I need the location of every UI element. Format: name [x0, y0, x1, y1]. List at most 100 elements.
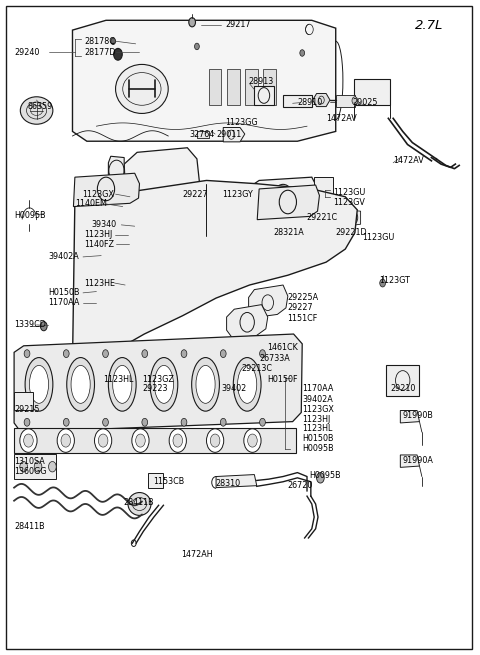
Polygon shape	[142, 221, 154, 231]
Text: 29210: 29210	[391, 384, 416, 394]
Circle shape	[57, 429, 74, 453]
Polygon shape	[72, 20, 336, 141]
Text: 1123GZ: 1123GZ	[142, 375, 174, 384]
Circle shape	[61, 434, 71, 447]
Bar	[245, 69, 258, 105]
Text: 1472AV: 1472AV	[326, 114, 357, 123]
Circle shape	[150, 175, 154, 180]
Text: 26720: 26720	[287, 481, 312, 490]
Text: 1170AA: 1170AA	[48, 298, 80, 307]
Text: 29213C: 29213C	[241, 364, 272, 373]
Circle shape	[111, 38, 116, 45]
Polygon shape	[216, 475, 257, 487]
Circle shape	[63, 419, 69, 426]
Text: 1310SA: 1310SA	[14, 457, 45, 466]
Polygon shape	[254, 86, 274, 105]
Text: 28411B: 28411B	[123, 498, 154, 506]
Ellipse shape	[67, 358, 95, 411]
Text: 1123GG: 1123GG	[226, 118, 258, 127]
Ellipse shape	[238, 365, 257, 403]
Polygon shape	[400, 411, 420, 423]
Circle shape	[140, 232, 144, 237]
Text: 1339CD: 1339CD	[14, 320, 46, 329]
Circle shape	[203, 231, 210, 241]
Text: 1123GX: 1123GX	[302, 405, 334, 414]
Text: 29215: 29215	[14, 405, 39, 415]
Bar	[209, 69, 221, 105]
Polygon shape	[227, 342, 257, 373]
Polygon shape	[259, 219, 298, 250]
Polygon shape	[108, 157, 124, 183]
Text: 32764: 32764	[190, 130, 215, 138]
Circle shape	[220, 419, 226, 426]
Text: 28910: 28910	[298, 98, 323, 107]
Text: 29025: 29025	[352, 98, 378, 107]
Text: 28310: 28310	[215, 479, 240, 488]
Text: 29227: 29227	[287, 303, 312, 312]
Circle shape	[63, 350, 69, 358]
Polygon shape	[251, 177, 317, 220]
Circle shape	[248, 434, 257, 447]
Circle shape	[150, 200, 154, 206]
Circle shape	[142, 419, 148, 426]
Ellipse shape	[233, 358, 261, 411]
Text: 1123HJ: 1123HJ	[84, 230, 113, 239]
Ellipse shape	[113, 365, 132, 403]
Circle shape	[20, 462, 27, 472]
Polygon shape	[314, 206, 350, 246]
Text: 1123HL: 1123HL	[302, 424, 333, 434]
Bar	[354, 79, 390, 105]
Circle shape	[145, 207, 149, 212]
Text: 29217: 29217	[226, 20, 251, 29]
Circle shape	[138, 241, 142, 246]
Text: 1170AA: 1170AA	[302, 384, 334, 394]
Text: 39402A: 39402A	[302, 395, 333, 404]
Circle shape	[220, 350, 226, 358]
Text: 1123GU: 1123GU	[333, 189, 366, 197]
Ellipse shape	[196, 365, 215, 403]
Text: 1123HJ: 1123HJ	[302, 415, 330, 424]
Text: 29223: 29223	[142, 384, 168, 394]
Circle shape	[34, 462, 42, 472]
Circle shape	[24, 419, 30, 426]
Text: H0095B: H0095B	[310, 471, 341, 479]
Polygon shape	[124, 148, 199, 193]
Text: H0150B: H0150B	[48, 288, 80, 297]
Circle shape	[133, 204, 137, 210]
Text: 28177D: 28177D	[84, 48, 116, 57]
Bar	[14, 455, 56, 479]
Polygon shape	[249, 285, 288, 318]
Bar	[227, 69, 240, 105]
Polygon shape	[336, 96, 355, 107]
Polygon shape	[223, 128, 245, 142]
Text: 1123GV: 1123GV	[333, 198, 365, 206]
Circle shape	[24, 434, 33, 447]
Polygon shape	[313, 94, 330, 107]
Text: 39402A: 39402A	[48, 252, 79, 261]
Text: 28321A: 28321A	[274, 228, 304, 237]
Text: 1461CK: 1461CK	[267, 343, 298, 352]
Circle shape	[103, 419, 108, 426]
Text: 28411B: 28411B	[14, 521, 45, 531]
Text: 1123GU: 1123GU	[362, 233, 395, 242]
Polygon shape	[197, 132, 209, 138]
Ellipse shape	[192, 358, 219, 411]
Text: 1140EM: 1140EM	[75, 200, 107, 208]
Circle shape	[228, 340, 254, 377]
Text: 1123GX: 1123GX	[82, 190, 114, 198]
Polygon shape	[283, 96, 312, 107]
Circle shape	[194, 43, 199, 50]
Text: 26733A: 26733A	[259, 354, 290, 363]
Ellipse shape	[25, 358, 53, 411]
Text: 29227: 29227	[182, 190, 208, 198]
Circle shape	[300, 50, 305, 56]
Polygon shape	[130, 182, 192, 198]
Circle shape	[142, 350, 148, 358]
Circle shape	[181, 419, 187, 426]
Text: 91990A: 91990A	[403, 457, 433, 465]
Circle shape	[135, 217, 139, 222]
Text: 1123HE: 1123HE	[84, 278, 116, 288]
Circle shape	[181, 350, 187, 358]
Text: H0095B: H0095B	[14, 210, 46, 219]
Polygon shape	[345, 210, 360, 226]
